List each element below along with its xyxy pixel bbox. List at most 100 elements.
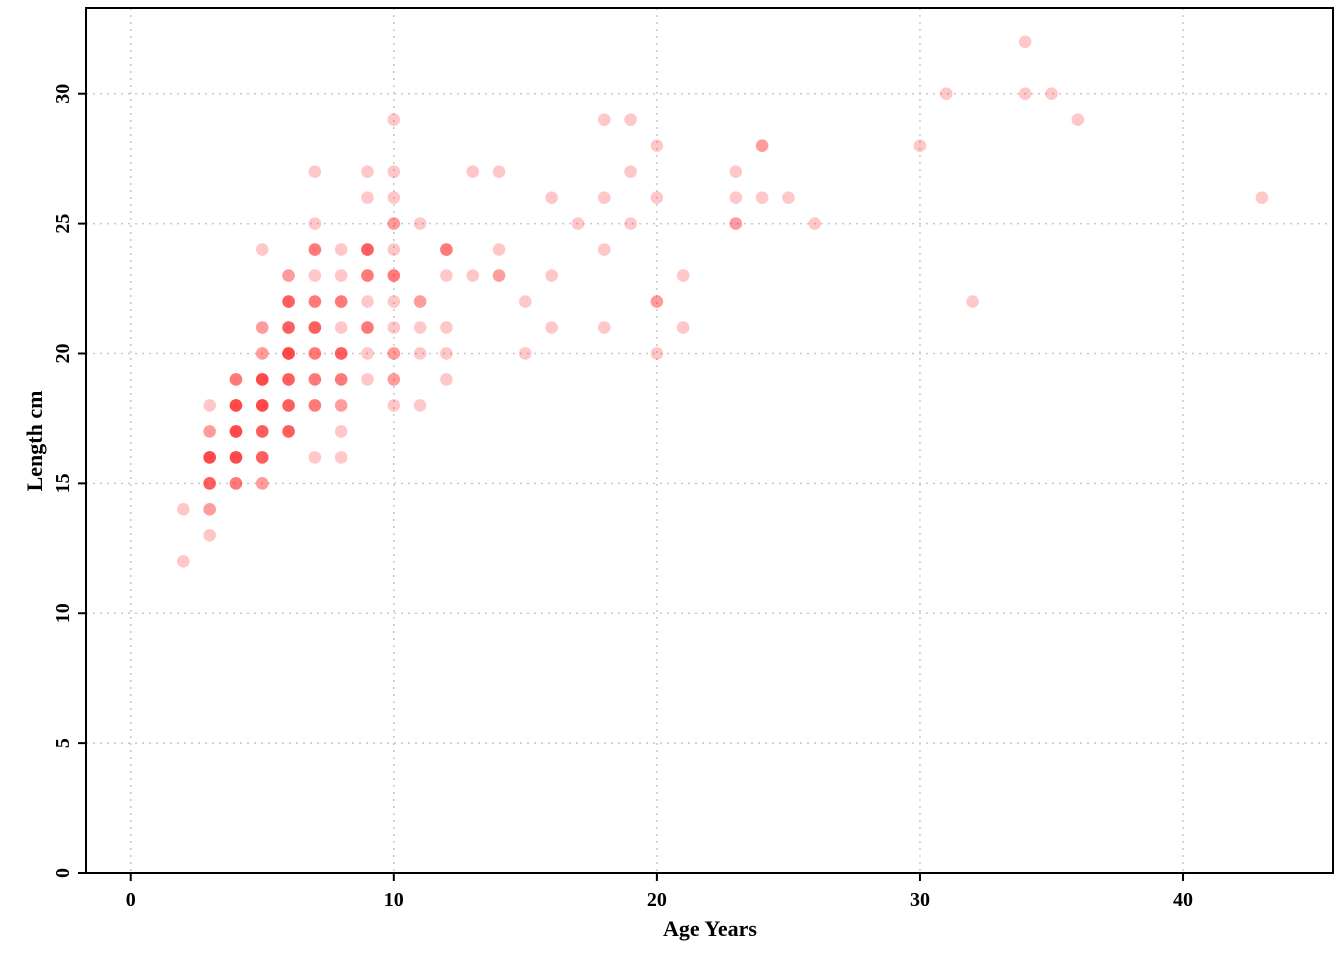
data-point <box>334 425 348 438</box>
data-point <box>255 399 269 412</box>
data-point <box>334 295 348 308</box>
data-point <box>1018 87 1032 101</box>
data-point <box>255 425 269 438</box>
data-point <box>308 321 322 334</box>
data-point <box>440 373 453 386</box>
y-tick-label: 0 <box>52 868 74 878</box>
data-point <box>308 243 322 256</box>
data-point <box>308 399 322 412</box>
data-point <box>229 451 243 464</box>
data-point <box>755 139 769 152</box>
data-point <box>282 373 295 386</box>
data-point <box>282 321 295 334</box>
data-point <box>203 529 216 542</box>
data-point <box>440 269 453 282</box>
data-point <box>282 373 295 386</box>
data-point <box>203 477 216 490</box>
data-point <box>361 373 374 386</box>
data-point <box>229 477 243 490</box>
data-point <box>308 373 322 386</box>
data-point <box>282 425 295 438</box>
data-point <box>177 503 190 516</box>
data-point <box>229 399 243 412</box>
data-point <box>229 477 243 490</box>
data-point <box>387 321 401 334</box>
data-point <box>624 217 637 230</box>
x-tick-label: 10 <box>384 889 404 911</box>
data-point <box>650 347 664 360</box>
data-point <box>282 295 295 308</box>
data-point <box>387 165 401 178</box>
data-point <box>1255 191 1269 204</box>
y-tick-label: 25 <box>52 214 74 234</box>
data-point <box>255 425 269 438</box>
data-point <box>361 243 374 256</box>
data-point <box>413 295 427 308</box>
data-point <box>334 295 348 308</box>
data-point <box>361 321 374 334</box>
data-point <box>255 425 269 438</box>
data-point <box>334 347 348 360</box>
data-point <box>1018 35 1032 49</box>
data-point <box>229 451 243 464</box>
data-point <box>334 451 348 464</box>
y-tick-label: 20 <box>52 343 74 363</box>
data-point <box>203 451 216 464</box>
data-point <box>308 295 322 308</box>
data-point <box>282 295 295 308</box>
data-point <box>334 347 348 360</box>
data-point <box>229 425 243 438</box>
x-tick-label: 20 <box>647 889 667 911</box>
data-point <box>308 373 322 386</box>
data-point <box>387 217 401 230</box>
data-point <box>282 373 295 386</box>
data-point <box>229 373 243 386</box>
data-point <box>387 399 401 412</box>
data-point <box>203 425 216 438</box>
y-tick-label: 30 <box>52 84 74 104</box>
data-point <box>255 399 269 412</box>
data-point <box>255 373 269 386</box>
data-point <box>203 451 216 464</box>
data-point <box>282 321 295 334</box>
data-point <box>334 399 348 412</box>
data-point <box>492 165 506 178</box>
data-point <box>282 321 295 334</box>
data-point <box>177 554 190 568</box>
data-point <box>334 399 348 412</box>
data-point <box>282 347 295 360</box>
data-point <box>624 113 637 126</box>
data-point <box>676 321 690 334</box>
data-point <box>255 451 269 464</box>
data-point <box>361 165 374 178</box>
data-point <box>361 269 374 282</box>
data-point <box>282 269 295 282</box>
data-point <box>282 295 295 308</box>
data-point <box>413 347 427 360</box>
data-point <box>229 451 243 464</box>
data-point <box>229 373 243 386</box>
data-point <box>440 321 453 334</box>
data-point <box>282 425 295 438</box>
data-point <box>255 321 269 334</box>
data-point <box>255 373 269 386</box>
data-point <box>1071 113 1085 126</box>
data-point <box>466 165 480 178</box>
data-point <box>282 373 295 386</box>
data-point <box>308 347 322 360</box>
data-point <box>255 373 269 386</box>
data-point <box>203 451 216 464</box>
data-point <box>334 269 348 282</box>
data-point <box>203 503 216 516</box>
data-point <box>361 243 374 256</box>
data-point <box>387 243 401 256</box>
data-point <box>255 243 269 256</box>
data-point <box>229 373 243 386</box>
data-point <box>387 347 401 360</box>
data-point <box>466 269 480 282</box>
data-point <box>203 425 216 438</box>
data-point <box>308 399 322 412</box>
data-point <box>939 87 953 101</box>
data-point <box>308 347 322 360</box>
